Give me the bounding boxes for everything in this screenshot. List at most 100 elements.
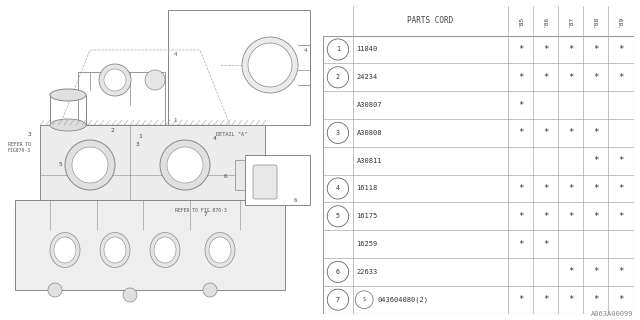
Text: *: * [518,212,523,221]
Circle shape [327,178,349,199]
Text: '86: '86 [543,15,548,27]
Text: S: S [363,297,365,302]
Circle shape [327,122,349,143]
Text: *: * [518,240,523,249]
Text: 2: 2 [110,127,114,132]
Circle shape [327,261,349,283]
Circle shape [123,288,137,302]
Circle shape [145,70,165,90]
Circle shape [167,147,203,183]
Text: FIG070-3: FIG070-3 [8,148,31,154]
Circle shape [160,140,210,190]
Text: 3: 3 [28,132,32,138]
Text: 4: 4 [336,186,340,191]
Text: *: * [618,184,624,193]
Text: *: * [543,295,548,304]
Text: 6: 6 [336,269,340,275]
Ellipse shape [209,237,231,263]
Text: *: * [543,128,548,137]
Text: 5: 5 [336,213,340,219]
Circle shape [203,283,217,297]
Text: 6: 6 [223,174,227,180]
Text: 1: 1 [336,46,340,52]
Circle shape [65,140,115,190]
Text: *: * [618,268,624,276]
Text: *: * [568,45,573,54]
Text: 4: 4 [213,135,217,140]
Text: *: * [543,184,548,193]
Text: 5: 5 [58,163,62,167]
Text: *: * [543,240,548,249]
Text: 16118: 16118 [356,186,378,191]
Text: *: * [593,184,598,193]
Text: *: * [618,45,624,54]
Ellipse shape [104,237,126,263]
Text: REFER TO: REFER TO [8,142,31,148]
Circle shape [327,206,349,227]
Text: '85: '85 [518,15,523,27]
Text: DETAIL "A": DETAIL "A" [216,132,248,137]
Text: 2: 2 [336,74,340,80]
Text: 11840: 11840 [356,46,378,52]
Circle shape [242,37,298,93]
Bar [323,6,634,36]
Text: 1: 1 [138,134,142,140]
Text: 4: 4 [303,47,307,52]
Text: *: * [518,73,523,82]
Circle shape [104,69,126,91]
Text: *: * [568,184,573,193]
Text: *: * [618,156,624,165]
Bar [15,200,285,290]
Bar [235,160,253,190]
Text: 7: 7 [336,297,340,303]
Text: *: * [543,212,548,221]
Text: *: * [568,128,573,137]
Text: *: * [518,100,523,109]
Text: *: * [593,295,598,304]
Text: *: * [618,73,624,82]
Ellipse shape [50,89,86,101]
Ellipse shape [50,119,86,131]
Text: *: * [518,45,523,54]
Ellipse shape [154,237,176,263]
Circle shape [72,147,108,183]
Text: 7: 7 [203,212,207,218]
Ellipse shape [54,237,76,263]
Ellipse shape [150,233,180,268]
Text: *: * [618,212,624,221]
Text: *: * [593,268,598,276]
Circle shape [355,291,373,308]
Text: *: * [568,73,573,82]
Text: *: * [593,73,598,82]
Text: 043604080(2): 043604080(2) [378,296,429,303]
Bar [168,10,310,125]
Text: A30811: A30811 [356,158,382,164]
Ellipse shape [100,233,130,268]
Ellipse shape [205,233,235,268]
Text: *: * [568,268,573,276]
Text: *: * [518,128,523,137]
Bar [40,125,265,200]
Circle shape [327,289,349,310]
Text: *: * [593,128,598,137]
Circle shape [99,64,131,96]
Text: 16175: 16175 [356,213,378,219]
Text: '87: '87 [568,15,573,27]
Circle shape [327,39,349,60]
Text: '88: '88 [593,15,598,27]
Text: PARTS CORD: PARTS CORD [407,17,453,26]
Bar [245,155,310,205]
Text: *: * [543,73,548,82]
Text: *: * [593,45,598,54]
Text: 4: 4 [173,52,177,58]
FancyBboxPatch shape [253,165,277,199]
Circle shape [248,43,292,87]
Text: '89: '89 [618,15,623,27]
Text: 3: 3 [336,130,340,136]
Text: 16259: 16259 [356,241,378,247]
Text: 6: 6 [293,197,296,203]
Text: 22633: 22633 [356,269,378,275]
Text: *: * [593,212,598,221]
Text: *: * [543,45,548,54]
Text: A063A00099: A063A00099 [591,311,634,317]
